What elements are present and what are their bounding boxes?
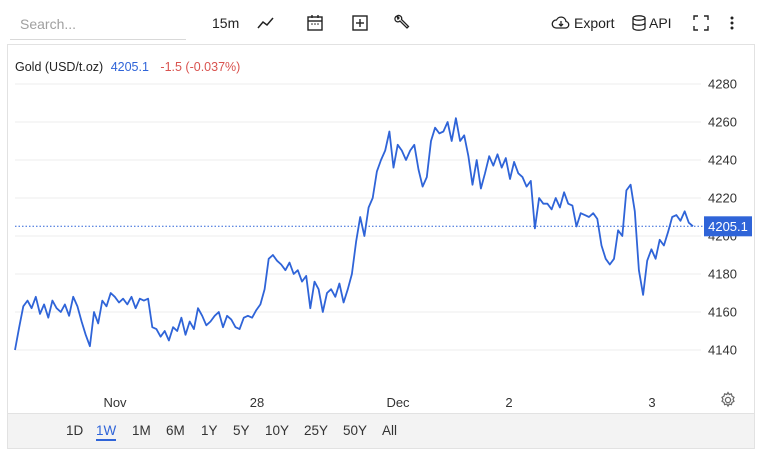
range-button-1m[interactable]: 1M: [132, 423, 151, 438]
fullscreen-button[interactable]: [692, 10, 710, 36]
chart-type-button[interactable]: [256, 10, 276, 36]
y-tick-label: 4140: [708, 343, 737, 358]
range-button-1y[interactable]: 1Y: [201, 423, 218, 438]
legend-last-price: 4205.1: [110, 60, 149, 74]
x-tick-label: Nov: [103, 395, 127, 410]
last-price-badge-label: 4205.1: [708, 219, 748, 234]
calendar-icon: [307, 15, 323, 31]
price-chart[interactable]: 41404160418042004220424042604280Nov28Dec…: [8, 45, 754, 413]
chart-settings-button[interactable]: [719, 391, 737, 414]
legend-change: -1.5 (-0.037%): [160, 60, 241, 74]
export-button[interactable]: Export: [551, 10, 614, 36]
add-indicator-button[interactable]: [350, 10, 370, 36]
api-label: API: [649, 15, 672, 31]
gear-icon: [721, 391, 735, 408]
x-tick-label: 3: [648, 395, 655, 410]
search-input[interactable]: [10, 8, 186, 40]
range-button-all[interactable]: All: [382, 423, 398, 438]
export-label: Export: [574, 15, 615, 31]
series-line: [14, 117, 694, 351]
y-tick-label: 4280: [708, 77, 737, 92]
y-tick-label: 4240: [708, 153, 737, 168]
plus-square-icon: [352, 15, 368, 31]
date-range-button[interactable]: [305, 10, 325, 36]
x-tick-label: 28: [250, 395, 264, 410]
legend: Gold (USD/t.oz) 4205.1 -1.5 (-0.037%): [15, 60, 240, 74]
tools-button[interactable]: [392, 10, 412, 36]
range-button-50y[interactable]: 50Y: [343, 423, 368, 438]
range-button-6m[interactable]: 6M: [166, 423, 185, 438]
interval-label: 15m: [212, 15, 240, 31]
chart-area[interactable]: 41404160418042004220424042604280Nov28Dec…: [7, 44, 755, 414]
range-button-10y[interactable]: 10Y: [265, 423, 290, 438]
api-button[interactable]: API: [631, 10, 672, 36]
y-tick-label: 4220: [708, 191, 737, 206]
y-tick-label: 4180: [708, 267, 737, 282]
line-chart-icon: [257, 17, 274, 29]
interval-selector[interactable]: 15m: [212, 10, 239, 36]
range-button-5y[interactable]: 5Y: [233, 423, 250, 438]
wrench-icon: [394, 14, 410, 29]
y-tick-label: 4160: [708, 305, 737, 320]
range-button-1w[interactable]: 1W: [96, 423, 117, 441]
fullscreen-icon: [693, 15, 709, 31]
cloud-download-icon: [551, 16, 570, 29]
y-tick-label: 4260: [708, 115, 737, 130]
vertical-dots-icon: [730, 16, 734, 30]
more-menu-button[interactable]: [727, 10, 737, 36]
legend-symbol: Gold (USD/t.oz): [15, 60, 104, 74]
toolbar: 15m Export: [0, 0, 761, 44]
range-bar: 1D 1W 1M 6M 1Y 5Y 10Y 25Y 50Y All: [7, 414, 755, 449]
x-tick-label: Dec: [386, 395, 410, 410]
x-tick-label: 2: [505, 395, 512, 410]
range-button-25y[interactable]: 25Y: [304, 423, 329, 438]
database-icon: [632, 15, 646, 31]
range-button-1d[interactable]: 1D: [66, 423, 84, 438]
last-price-badge: [704, 216, 752, 237]
